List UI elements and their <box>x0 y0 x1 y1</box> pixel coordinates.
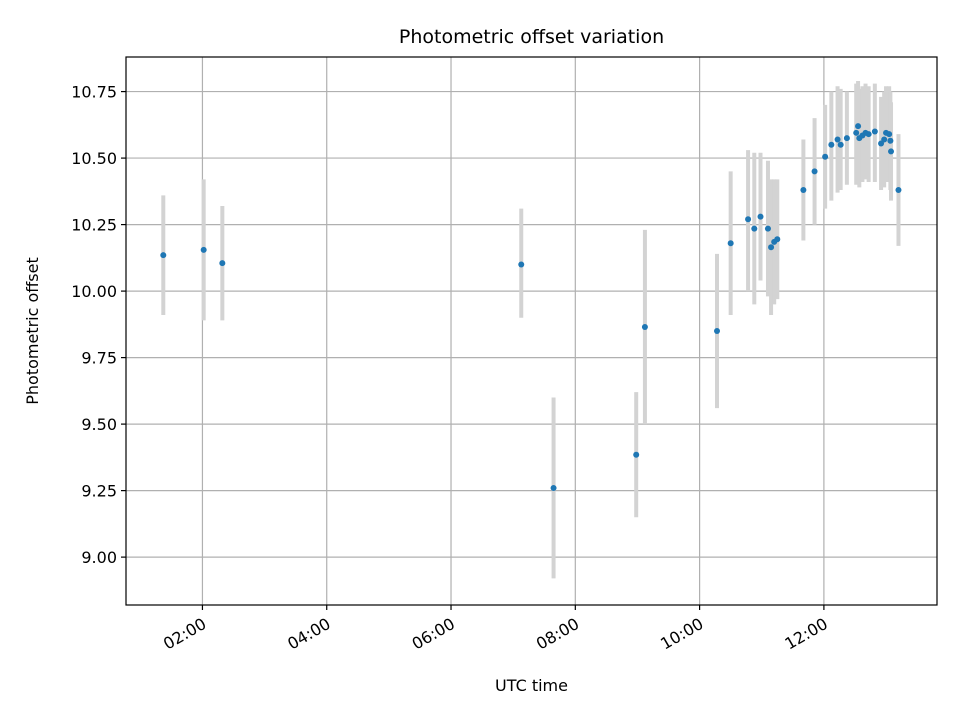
data-point <box>811 168 818 175</box>
data-point <box>895 187 902 194</box>
data-point <box>768 244 775 251</box>
data-points <box>160 123 902 491</box>
data-point <box>751 225 758 232</box>
data-point <box>834 136 841 143</box>
data-point <box>714 328 721 334</box>
chart-title: Photometric offset variation <box>399 26 664 48</box>
data-point <box>774 236 781 243</box>
data-point <box>518 261 525 268</box>
x-axis-label: UTC time <box>495 676 568 695</box>
plot-frame <box>125 56 938 606</box>
y-tick-label: 10.00 <box>71 282 117 301</box>
y-tick-label: 10.75 <box>71 83 117 102</box>
y-tick-label: 9.00 <box>81 548 117 567</box>
data-point <box>745 216 752 223</box>
data-point <box>160 252 167 259</box>
data-point <box>633 451 640 458</box>
y-tick-label: 9.50 <box>81 415 117 434</box>
data-point <box>853 129 860 136</box>
data-point <box>822 153 829 160</box>
data-point <box>888 148 895 155</box>
data-point <box>641 324 648 331</box>
y-tick-label: 10.25 <box>71 216 117 235</box>
data-point <box>764 225 771 232</box>
y-axis-label: Photometric offset <box>23 257 42 405</box>
data-point <box>800 187 807 194</box>
data-point <box>727 240 734 247</box>
data-point <box>550 484 557 491</box>
data-point <box>837 141 844 148</box>
data-point <box>828 141 835 148</box>
y-tick-label: 9.25 <box>81 482 117 501</box>
data-point <box>871 128 878 135</box>
data-point <box>219 260 226 267</box>
y-tick-label: 9.75 <box>81 349 117 368</box>
data-point <box>855 123 862 130</box>
data-point <box>881 136 888 143</box>
data-point <box>843 135 850 142</box>
y-axis-ticks: 9.00 9.25 9.50 9.75 10.00 10.25 10.50 10.75 <box>71 83 126 567</box>
data-point <box>886 131 893 138</box>
data-point <box>865 131 872 138</box>
y-tick-label: 10.50 <box>71 149 117 168</box>
data-point <box>200 246 207 253</box>
data-point <box>757 213 764 220</box>
data-point <box>887 137 894 144</box>
